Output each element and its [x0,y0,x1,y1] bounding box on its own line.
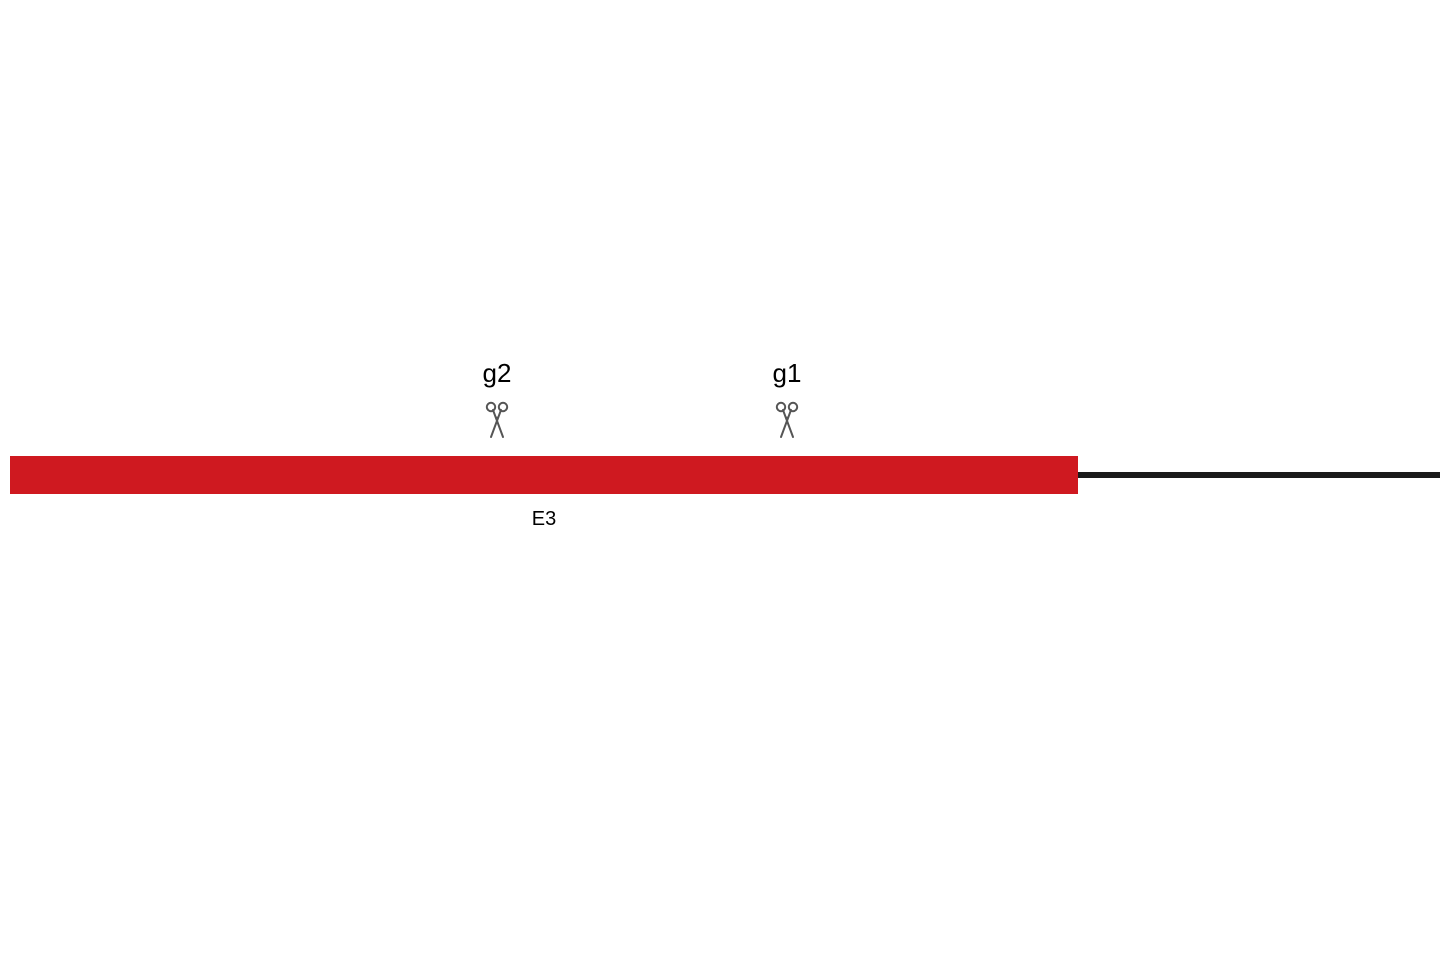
exon-label: E3 [532,508,556,531]
intron-line [1078,472,1440,478]
cut-site-g1: g1 [772,358,802,441]
scissors-icon-wrap [772,401,802,441]
cut-label: g1 [772,358,802,389]
cut-label: g2 [482,358,512,389]
scissors-icon [772,401,802,441]
scissors-icon-wrap [482,401,512,441]
gene-diagram: E3 g2 g1 [0,0,1440,960]
cut-site-g2: g2 [482,358,512,441]
scissors-icon [482,401,512,441]
exon-box [10,456,1078,494]
